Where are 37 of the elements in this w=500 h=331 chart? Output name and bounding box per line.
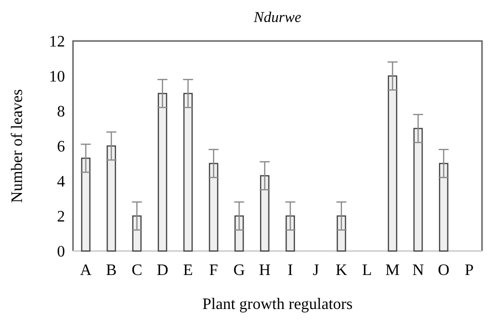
x-tick-label: C [132,262,142,279]
y-tick-label: 10 [49,68,65,86]
y-tick-label: 6 [57,138,65,156]
x-tick-label: H [258,262,271,279]
y-axis-title: Number of leaves [9,89,26,203]
x-tick-label: E [183,262,193,279]
chart-title: Ndurwe [252,10,302,26]
bar [388,75,398,252]
x-tick-label: N [412,262,424,279]
x-tick-label: F [209,262,218,279]
x-axis-title: Plant growth regulators [202,296,353,313]
bar [336,215,346,252]
x-tick-label: J [312,262,319,279]
bar [438,162,448,252]
bar [132,215,142,252]
x-tick-label: I [288,262,293,279]
x-tick-label: O [438,262,450,279]
bar [413,128,423,252]
x-tick-label: B [106,262,117,279]
x-tick-label: D [156,262,168,279]
bar [260,175,270,252]
y-tick-label: 8 [57,104,65,121]
bar [106,145,116,252]
y-tick-label: 4 [57,174,65,191]
bar [158,92,168,252]
x-tick-label: M [385,262,400,279]
x-tick-label: A [80,262,92,279]
x-tick-label: G [233,262,246,279]
bar [81,158,90,252]
bar [183,92,193,252]
x-tick-label: P [464,262,474,279]
x-tick-label: L [362,262,372,279]
y-tick-label: 0 [57,244,65,261]
y-tick-label: 2 [57,208,65,226]
y-tick-label: 12 [49,34,65,51]
x-tick-label: K [336,262,348,279]
bar [208,162,218,252]
